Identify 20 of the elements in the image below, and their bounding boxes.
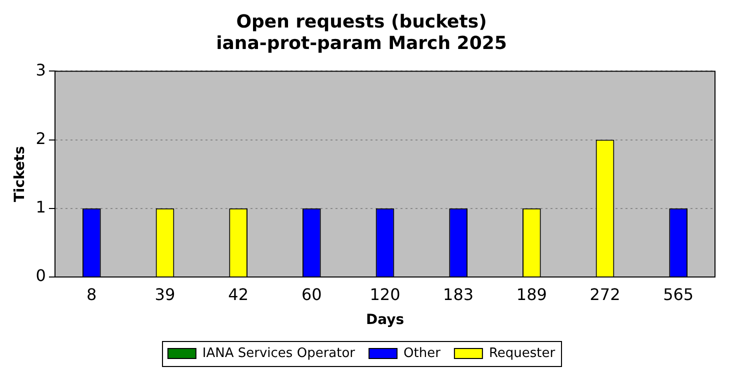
legend-label: IANA Services Operator xyxy=(202,346,356,361)
y-tick-label: 0 xyxy=(36,266,46,286)
x-tick-label: 120 xyxy=(370,284,400,304)
legend-label: Other xyxy=(404,346,442,361)
y-tick-label: 1 xyxy=(36,198,46,217)
x-tick-label: 39 xyxy=(154,284,176,304)
x-tick-label: 183 xyxy=(443,284,474,304)
y-tick-label: 2 xyxy=(36,128,46,148)
x-tick-label: 42 xyxy=(228,284,248,304)
legend-label: Requester xyxy=(488,346,556,361)
x-axis-title: Days xyxy=(366,312,404,328)
x-tick-label: 8 xyxy=(86,284,97,304)
chart-subtitle: iana-prot-param March 2025 xyxy=(216,33,507,54)
y-axis-title: Tickets xyxy=(12,146,28,202)
y-tick-label: 3 xyxy=(36,60,46,80)
chart-title: Open requests (buckets) xyxy=(236,11,487,32)
x-tick-label: 189 xyxy=(516,284,547,304)
x-tick-label: 272 xyxy=(590,284,620,304)
x-tick-label: 60 xyxy=(301,284,322,304)
x-tick-label: 565 xyxy=(663,284,694,304)
